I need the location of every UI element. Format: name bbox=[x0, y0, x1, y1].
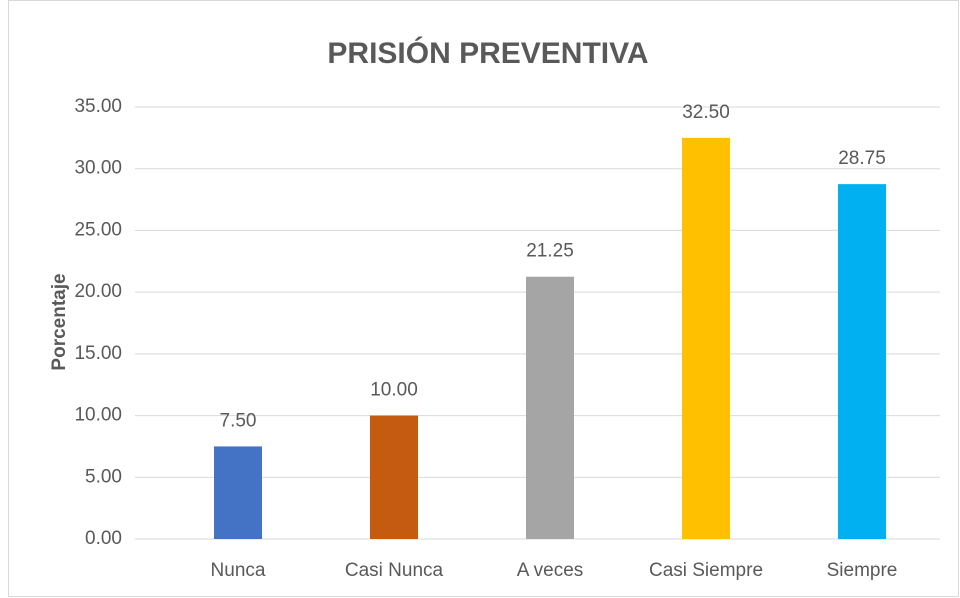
x-tick-label: Casi Nunca bbox=[345, 560, 444, 581]
chart-border bbox=[8, 0, 959, 597]
y-tick-label: 25.00 bbox=[74, 219, 122, 240]
bar bbox=[526, 276, 574, 539]
x-tick-label: Siempre bbox=[827, 560, 898, 581]
y-tick-label: 5.00 bbox=[85, 466, 122, 487]
y-tick-label: 35.00 bbox=[74, 96, 122, 117]
x-tick-label: Nunca bbox=[211, 560, 266, 581]
x-tick-label: A veces bbox=[517, 560, 584, 581]
y-tick-label: 0.00 bbox=[85, 528, 122, 549]
bar bbox=[838, 184, 886, 539]
y-tick-label: 30.00 bbox=[74, 158, 122, 179]
data-label: 21.25 bbox=[526, 241, 574, 262]
data-label: 10.00 bbox=[370, 380, 418, 401]
data-label: 32.50 bbox=[682, 102, 730, 123]
data-label: 7.50 bbox=[220, 410, 257, 431]
data-label: 28.75 bbox=[838, 148, 886, 169]
bar bbox=[214, 446, 262, 539]
bar bbox=[682, 137, 730, 539]
chart-title: PRISIÓN PREVENTIVA bbox=[327, 36, 648, 70]
x-tick-label: Casi Siempre bbox=[649, 560, 763, 581]
y-axis-label: Porcentaje bbox=[49, 273, 70, 370]
y-tick-label: 10.00 bbox=[74, 405, 122, 426]
y-tick-label: 15.00 bbox=[74, 343, 122, 364]
bar bbox=[370, 415, 418, 539]
y-tick-label: 20.00 bbox=[74, 281, 122, 302]
